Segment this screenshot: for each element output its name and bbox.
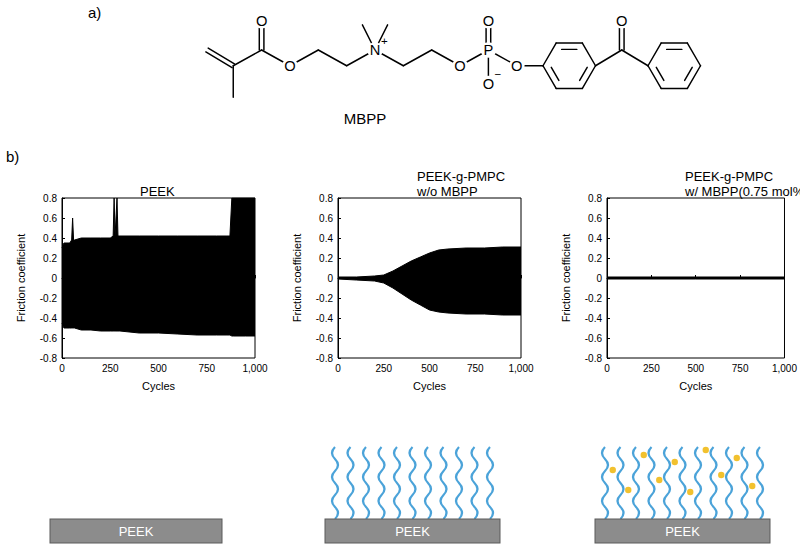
svg-text:w/o MBPP: w/o MBPP [416,184,478,199]
svg-text:0: 0 [604,363,610,374]
svg-text:-0.6: -0.6 [585,333,603,344]
svg-text:P: P [484,42,494,58]
svg-text:Cycles: Cycles [142,380,176,392]
svg-text:-0.8: -0.8 [585,353,603,364]
svg-text:0.4: 0.4 [588,233,602,244]
svg-text:1,000: 1,000 [772,363,797,374]
svg-text:0.8: 0.8 [43,193,57,204]
svg-text:750: 750 [732,363,749,374]
svg-text:PEEK-g-PMPC: PEEK-g-PMPC [685,169,773,184]
svg-text:Friction coefficient: Friction coefficient [15,234,27,322]
svg-text:−: − [494,68,501,80]
svg-text:0.2: 0.2 [43,253,57,264]
svg-text:0: 0 [59,363,65,374]
svg-text:0.6: 0.6 [319,213,333,224]
svg-text:Cycles: Cycles [413,380,447,392]
svg-text:250: 250 [102,363,119,374]
svg-text:-0.6: -0.6 [316,333,334,344]
svg-text:MBPP: MBPP [344,110,387,127]
svg-text:a): a) [88,4,101,21]
svg-text:-0.2: -0.2 [585,293,603,304]
svg-text:-0.8: -0.8 [40,353,58,364]
svg-text:750: 750 [467,363,484,374]
svg-text:0: 0 [596,273,602,284]
svg-text:1,000: 1,000 [508,363,533,374]
svg-text:-0.4: -0.4 [316,313,334,324]
svg-text:O: O [511,58,522,74]
svg-text:0: 0 [51,273,57,284]
svg-text:-0.8: -0.8 [316,353,334,364]
svg-text:O: O [483,76,494,92]
svg-text:PEEK: PEEK [395,524,430,539]
svg-text:500: 500 [421,363,438,374]
svg-text:-0.4: -0.4 [585,313,603,324]
svg-text:w/ MBPP(0.75 mol%): w/ MBPP(0.75 mol%) [684,184,800,199]
svg-text:1,000: 1,000 [242,363,267,374]
svg-text:N: N [370,42,381,58]
svg-text:750: 750 [198,363,215,374]
svg-text:0: 0 [335,363,341,374]
svg-text:250: 250 [375,363,392,374]
svg-text:-0.6: -0.6 [40,333,58,344]
svg-text:Cycles: Cycles [679,380,713,392]
svg-text:0.8: 0.8 [319,193,333,204]
svg-text:O: O [616,13,627,29]
svg-text:0.4: 0.4 [319,233,333,244]
svg-text:-0.4: -0.4 [40,313,58,324]
svg-text:0.6: 0.6 [588,213,602,224]
svg-text:Friction coefficient: Friction coefficient [560,234,572,322]
svg-text:PEEK: PEEK [140,184,175,199]
svg-text:500: 500 [150,363,167,374]
svg-text:500: 500 [687,363,704,374]
svg-text:PEEK: PEEK [119,524,154,539]
svg-text:0.2: 0.2 [588,253,602,264]
svg-text:PEEK: PEEK [665,524,700,539]
svg-text:b): b) [6,148,19,165]
svg-text:250: 250 [643,363,660,374]
svg-text:-0.2: -0.2 [40,293,58,304]
svg-text:Friction coefficient: Friction coefficient [291,234,303,322]
svg-text:-0.2: -0.2 [316,293,334,304]
svg-text:O: O [256,13,267,29]
svg-text:0.4: 0.4 [43,233,57,244]
svg-text:+: + [381,35,388,47]
svg-text:PEEK-g-PMPC: PEEK-g-PMPC [417,169,505,184]
svg-text:O: O [284,58,295,74]
svg-text:O: O [454,58,465,74]
svg-text:0.8: 0.8 [588,193,602,204]
svg-text:0: 0 [327,273,333,284]
svg-text:O: O [483,13,494,29]
svg-text:0.2: 0.2 [319,253,333,264]
svg-text:0.6: 0.6 [43,213,57,224]
